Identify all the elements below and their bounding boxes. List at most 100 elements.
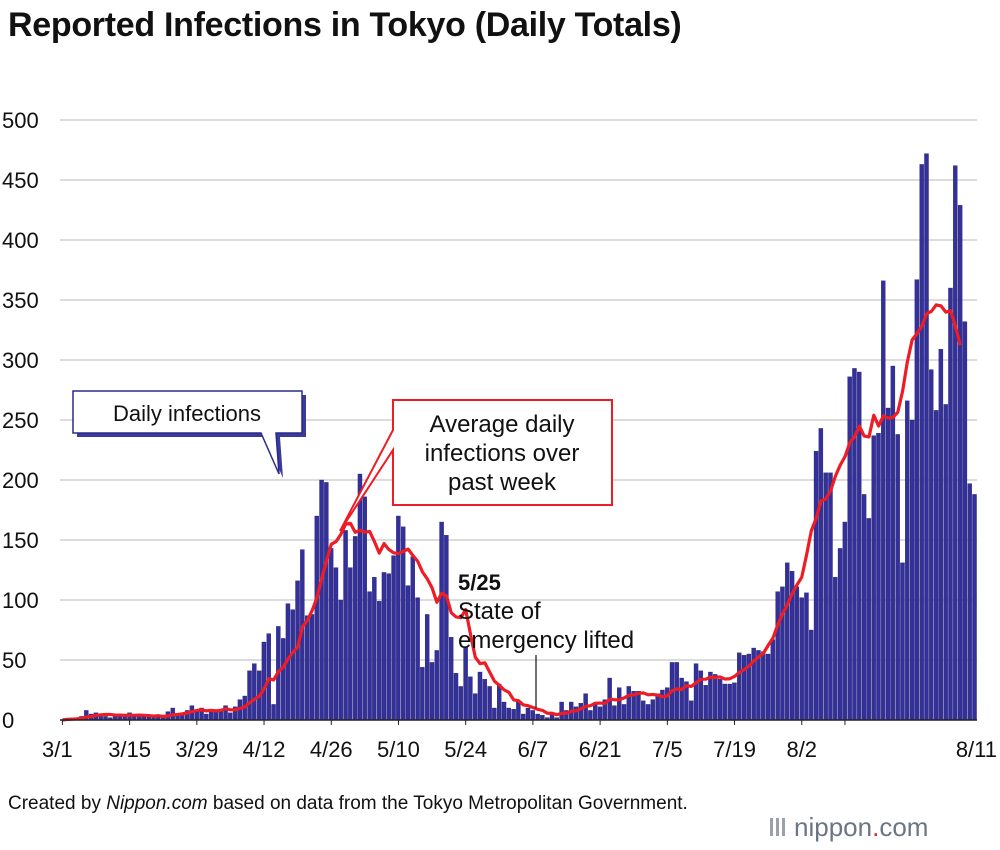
bar [304, 615, 310, 721]
x-tick-label: 4/26 [310, 737, 353, 762]
bar [852, 368, 857, 721]
credit-suffix: based on data from the Tokyo Metropolita… [207, 793, 688, 814]
bar [780, 586, 785, 721]
bar [756, 650, 761, 721]
daily-infections-callout: Daily infections [72, 390, 306, 478]
bar [261, 641, 267, 721]
bar [429, 662, 435, 721]
bar [501, 701, 507, 721]
bar [496, 683, 502, 721]
bar [770, 639, 776, 721]
bar [809, 629, 814, 721]
x-axis-tick-labels: 3/1 3/15 3/29 4/12 4/26 5/10 5/24 6/7 6/21 7/5 7/1… [42, 720, 997, 762]
x-tick-label: 7/5 [652, 737, 683, 762]
bar [876, 433, 881, 721]
bar [444, 535, 449, 721]
bar [535, 713, 540, 721]
bar [376, 601, 382, 721]
bar [525, 707, 531, 721]
bar [612, 705, 617, 721]
average-label-line-3: past week [448, 469, 557, 496]
bar [352, 536, 358, 721]
average-line [62, 303, 962, 722]
bar [655, 693, 660, 721]
source-credit: Created by Nippon.com based on data from… [8, 792, 768, 816]
bar [693, 663, 699, 721]
bar [741, 655, 747, 721]
bar [319, 479, 324, 721]
bar [424, 614, 430, 721]
bar [477, 671, 483, 721]
bar [919, 164, 924, 721]
bar [871, 435, 876, 721]
y-tick-label: 200 [2, 468, 39, 493]
bar [487, 686, 492, 721]
credit-site: Nippon.com [106, 793, 208, 814]
average-label-line-2: infections over [425, 440, 580, 467]
bar [597, 706, 603, 721]
bar [943, 404, 948, 721]
bar [482, 679, 487, 721]
bar [660, 689, 665, 721]
gridlines [60, 119, 977, 661]
event-date: 5/25 [458, 570, 501, 595]
bar [967, 483, 972, 721]
bar [881, 280, 886, 721]
bar [338, 599, 343, 721]
bar [842, 521, 848, 721]
bar [914, 279, 920, 721]
daily-bars [64, 153, 977, 721]
x-tick-label: 5/10 [377, 737, 420, 762]
y-tick-label: 150 [2, 528, 39, 553]
bar [948, 287, 953, 721]
average-label-line-1: Average daily [430, 411, 575, 438]
average-line-callout: Average daily infections over past week [339, 399, 613, 532]
bar [703, 685, 708, 721]
x-tick-label: 3/29 [175, 737, 218, 762]
y-tick-label: 350 [2, 288, 39, 313]
y-tick-label: 300 [2, 348, 39, 373]
bar [972, 494, 977, 721]
bar [434, 650, 439, 721]
bar [280, 638, 286, 721]
state-of-emergency-annotation: 5/25 State of emergency lifted [458, 570, 634, 708]
bar [405, 585, 411, 721]
bar [727, 683, 732, 721]
average-line-layer [62, 303, 962, 722]
bar [309, 614, 315, 721]
x-tick-label: 6/7 [518, 737, 549, 762]
bar [722, 683, 728, 721]
bar [650, 699, 656, 721]
bar [645, 704, 651, 721]
bar [933, 410, 939, 721]
bar [448, 637, 454, 721]
credit-prefix: Created by [8, 793, 107, 814]
bar [799, 597, 804, 721]
bar [775, 591, 780, 721]
bar [804, 592, 809, 721]
bar [458, 686, 463, 721]
bar [909, 419, 915, 721]
bar [530, 710, 535, 721]
logo-dot: . [872, 812, 880, 842]
bar [372, 577, 377, 721]
y-tick-label: 400 [2, 228, 39, 253]
bar [559, 701, 564, 721]
logo-mark-icon [770, 812, 788, 843]
bar [410, 556, 415, 721]
bar [621, 704, 627, 721]
bar [626, 686, 632, 721]
bar [689, 700, 694, 721]
bar [396, 515, 401, 721]
bar [679, 677, 684, 721]
bar [900, 562, 905, 721]
y-tick-label: 450 [2, 168, 39, 193]
bar [468, 676, 473, 721]
bar [472, 693, 478, 721]
bar [348, 567, 353, 721]
bar [833, 577, 838, 721]
bar [962, 321, 968, 721]
bar [717, 679, 723, 721]
bar [266, 633, 271, 721]
